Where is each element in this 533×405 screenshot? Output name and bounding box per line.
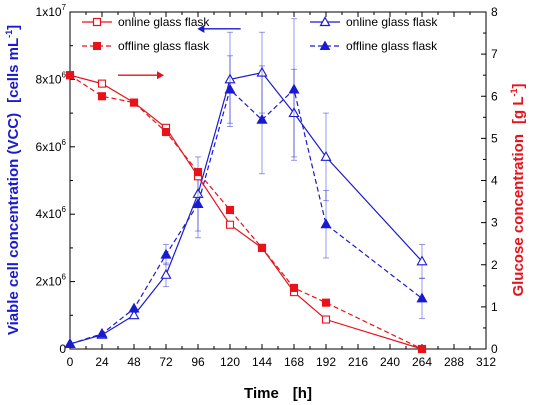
y-right-tick-label: 8 xyxy=(491,5,498,19)
y-axis-right-title: Glucose concentration [g L-1] xyxy=(509,83,527,296)
legend-label-online-glucose: online glass flask xyxy=(118,15,210,29)
series-line-vcc-offline xyxy=(69,88,423,345)
y-right-tick-label: 3 xyxy=(491,216,498,230)
y-left-title-end: ] xyxy=(5,25,22,30)
y-right-title-main: Glucose concentration xyxy=(510,134,527,297)
data-point xyxy=(416,255,428,266)
data-point xyxy=(128,302,140,313)
y-right-title-exp: -1 xyxy=(509,88,519,96)
series-line-glucose-offline xyxy=(69,74,423,350)
x-axis-title-main: Time xyxy=(244,385,279,402)
data-point xyxy=(288,83,300,94)
series-line-glucose-online xyxy=(69,74,423,350)
series-vcc-online xyxy=(64,31,428,348)
y-left-tick-label: 6x106 xyxy=(36,138,67,154)
data-point xyxy=(256,113,268,124)
y-right-tick-label: 0 xyxy=(491,342,498,356)
data-point xyxy=(225,220,235,229)
x-tick-label: 48 xyxy=(127,355,141,369)
axes-ticks: 0 24 48 72 96 120 144 168 192 216 240 264 288 31202x1… xyxy=(36,3,498,369)
data-point xyxy=(289,283,299,292)
arrow-left-icon xyxy=(197,24,241,33)
legend-vcc: online glass flask offline glass flask xyxy=(310,15,438,53)
y-right-tick-label: 4 xyxy=(491,174,498,188)
legend-marker-filled-triangle xyxy=(319,40,331,50)
data-point xyxy=(64,338,76,348)
x-tick-label: 72 xyxy=(159,355,173,369)
x-axis-title: Time [h] xyxy=(244,385,312,402)
y-right-tick-label: 6 xyxy=(491,89,498,103)
x-tick-label: 288 xyxy=(444,355,464,369)
y-axis-left-title: Viable cell concentration (VCC) [cells mL… xyxy=(4,25,22,335)
data-point xyxy=(321,315,331,324)
data-point xyxy=(160,268,172,279)
legend-marker-filled-square xyxy=(93,42,101,50)
x-tick-label: 192 xyxy=(316,355,336,369)
arrow-right-icon xyxy=(118,71,164,80)
legend-marker-open-square xyxy=(92,17,102,27)
legend-marker-open-triangle xyxy=(319,16,331,27)
y-left-tick-label: 4x106 xyxy=(36,205,67,221)
axis-arrows xyxy=(118,24,241,80)
y-left-title-main: Viable cell concentration (VCC) xyxy=(5,113,22,335)
data-point xyxy=(97,92,107,101)
data-point xyxy=(416,292,428,303)
x-tick-label: 24 xyxy=(95,355,109,369)
series-glucose-online xyxy=(65,71,427,354)
x-tick-label: 312 xyxy=(476,355,496,369)
y-right-title-end: ] xyxy=(510,83,527,88)
x-axis-title-unit: [h] xyxy=(293,385,312,402)
data-point xyxy=(320,150,332,161)
data-point xyxy=(161,128,171,137)
y-right-title-unit: [g L xyxy=(510,96,527,124)
data-point xyxy=(192,198,204,209)
legend-label-offline-glucose: offline glass flask xyxy=(118,39,210,53)
x-tick-label: 120 xyxy=(220,355,240,369)
x-tick-label: 240 xyxy=(380,355,400,369)
y-left-title-exp: -1 xyxy=(4,30,14,38)
data-point xyxy=(65,71,75,80)
x-tick-label: 144 xyxy=(252,355,272,369)
x-tick-label: 0 xyxy=(67,355,74,369)
x-tick-label: 168 xyxy=(284,355,304,369)
data-point xyxy=(320,218,332,229)
y-right-tick-label: 1 xyxy=(491,300,498,314)
legend-label-offline-vcc: offline glass flask xyxy=(346,39,438,53)
series-vcc-offline xyxy=(64,18,428,348)
legend-glucose: online glass flask offline glass flask xyxy=(82,15,210,53)
legend-label-online-vcc: online glass flask xyxy=(346,15,438,29)
data-point xyxy=(129,98,139,107)
data-point xyxy=(225,205,235,215)
data-point xyxy=(96,327,108,338)
data-series xyxy=(64,18,428,354)
data-point xyxy=(193,168,203,177)
data-point xyxy=(128,309,140,320)
y-left-title-unit: [cells mL xyxy=(5,38,22,103)
data-point xyxy=(321,298,331,307)
y-right-tick-label: 2 xyxy=(491,258,498,272)
x-tick-label: 216 xyxy=(348,355,368,369)
series-glucose-offline xyxy=(65,71,427,354)
data-point xyxy=(417,344,427,354)
x-tick-label: 264 xyxy=(412,355,432,369)
arrow-head xyxy=(157,71,164,80)
y-right-tick-label: 7 xyxy=(491,47,498,61)
data-point xyxy=(97,79,107,88)
data-point xyxy=(257,243,267,252)
x-tick-label: 96 xyxy=(191,355,205,369)
y-right-tick-label: 5 xyxy=(491,131,498,145)
y-left-tick-label: 0 xyxy=(59,342,66,356)
y-left-tick-label: 1x107 xyxy=(36,3,67,19)
y-left-tick-label: 2x106 xyxy=(36,273,67,289)
y-left-tick-label: 8x106 xyxy=(36,70,67,86)
data-point xyxy=(224,83,236,94)
arrow-head xyxy=(197,24,205,33)
series-line-vcc-online xyxy=(69,71,423,345)
data-point xyxy=(160,248,172,259)
